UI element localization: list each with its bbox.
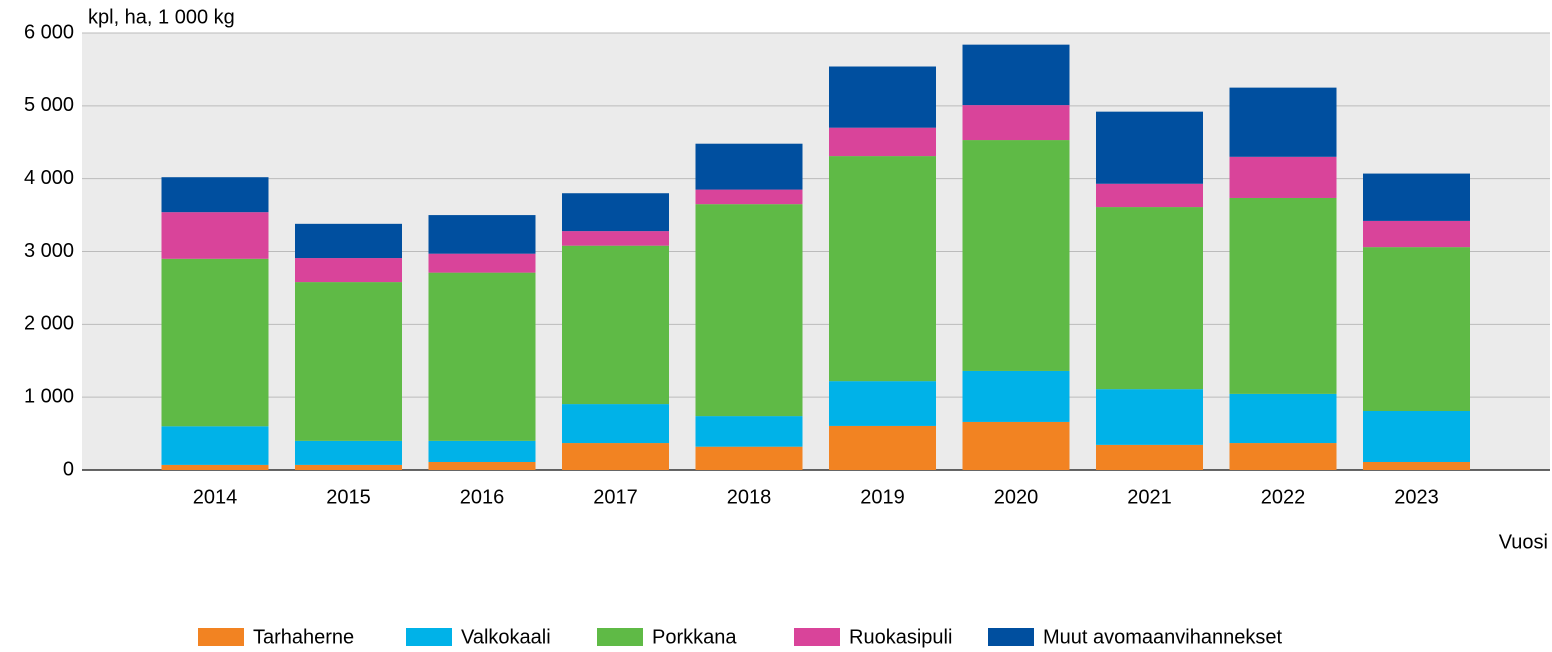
legend-label: Muut avomaanvihannekset: [1043, 626, 1282, 648]
bar-segment: [695, 143, 803, 190]
bar-segment: [428, 440, 536, 462]
y-tick-label: 2 000: [24, 313, 74, 335]
bar-segment: [428, 461, 536, 470]
legend-label: Ruokasipuli: [849, 626, 952, 648]
bar-segment: [962, 44, 1070, 106]
bar-segment: [1229, 197, 1337, 394]
bar-segment: [962, 140, 1070, 371]
y-tick-label: 4 000: [24, 167, 74, 189]
bar-segment: [295, 282, 402, 441]
legend-label: Tarhaherne: [253, 626, 354, 648]
bar-segment: [562, 231, 669, 246]
x-tick-label: 2019: [860, 486, 905, 508]
y-tick-label: 6 000: [24, 21, 74, 43]
bar-segment: [161, 212, 269, 259]
bar-segment: [428, 253, 536, 273]
bar-segment: [695, 204, 803, 417]
bar-segment: [1363, 247, 1470, 412]
bar-segment: [1363, 220, 1470, 248]
x-tick-label: 2016: [460, 486, 505, 508]
bar-segment: [1096, 389, 1203, 445]
y-axis-label: kpl, ha, 1 000 kg: [88, 6, 235, 28]
bar-segment: [562, 193, 669, 232]
bar-segment: [295, 464, 402, 470]
bar-segment: [562, 404, 669, 444]
x-tick-label: 2014: [193, 486, 238, 508]
y-tick-label: 5 000: [24, 94, 74, 116]
bar-segment: [295, 258, 402, 283]
bar-segment: [829, 156, 936, 382]
bar-segment: [1096, 111, 1203, 184]
bar-segment: [1229, 156, 1337, 198]
bar-segment: [1229, 443, 1337, 470]
x-tick-label: 2023: [1394, 486, 1439, 508]
bar-segment: [829, 381, 936, 426]
x-tick-label: 2018: [727, 486, 772, 508]
bar-segment: [295, 223, 402, 259]
bar-segment: [161, 426, 269, 465]
legend-swatch: [597, 628, 643, 646]
bar-segment: [1096, 444, 1203, 470]
bar-segment: [1229, 393, 1337, 444]
bar-segment: [695, 416, 803, 447]
bar-segment: [161, 258, 269, 427]
y-tick-label: 3 000: [24, 240, 74, 262]
bar-segment: [1096, 183, 1203, 208]
bar-segment: [161, 177, 269, 213]
bar-segment: [1229, 87, 1337, 157]
legend-label: Valkokaali: [461, 626, 551, 648]
y-tick-label: 0: [63, 458, 74, 480]
bar-segment: [428, 272, 536, 441]
bar-segment: [161, 464, 269, 470]
bar-segment: [562, 443, 669, 470]
legend-swatch: [406, 628, 452, 646]
bar-segment: [829, 127, 936, 157]
bar-segment: [962, 370, 1070, 422]
bar-segment: [962, 105, 1070, 141]
bar-segment: [962, 421, 1070, 470]
bar-segment: [1363, 173, 1470, 221]
bar-segment: [562, 245, 669, 405]
bar-segment: [428, 215, 536, 254]
legend-swatch: [794, 628, 840, 646]
bar-segment: [695, 189, 803, 205]
y-tick-label: 1 000: [24, 385, 74, 407]
x-tick-label: 2017: [593, 486, 638, 508]
bar-segment: [829, 66, 936, 128]
legend-swatch: [198, 628, 244, 646]
x-tick-label: 2015: [326, 486, 371, 508]
bar-segment: [695, 446, 803, 470]
x-tick-label: 2020: [994, 486, 1039, 508]
x-axis-label: Vuosi: [1499, 531, 1548, 553]
legend-label: Porkkana: [652, 626, 737, 648]
bar-segment: [1096, 207, 1203, 390]
x-tick-label: 2021: [1127, 486, 1172, 508]
bar-segment: [1363, 461, 1470, 470]
bar-segment: [295, 440, 402, 465]
x-tick-label: 2022: [1261, 486, 1306, 508]
bar-segment: [1363, 411, 1470, 462]
legend-swatch: [988, 628, 1034, 646]
bar-segment: [829, 425, 936, 470]
